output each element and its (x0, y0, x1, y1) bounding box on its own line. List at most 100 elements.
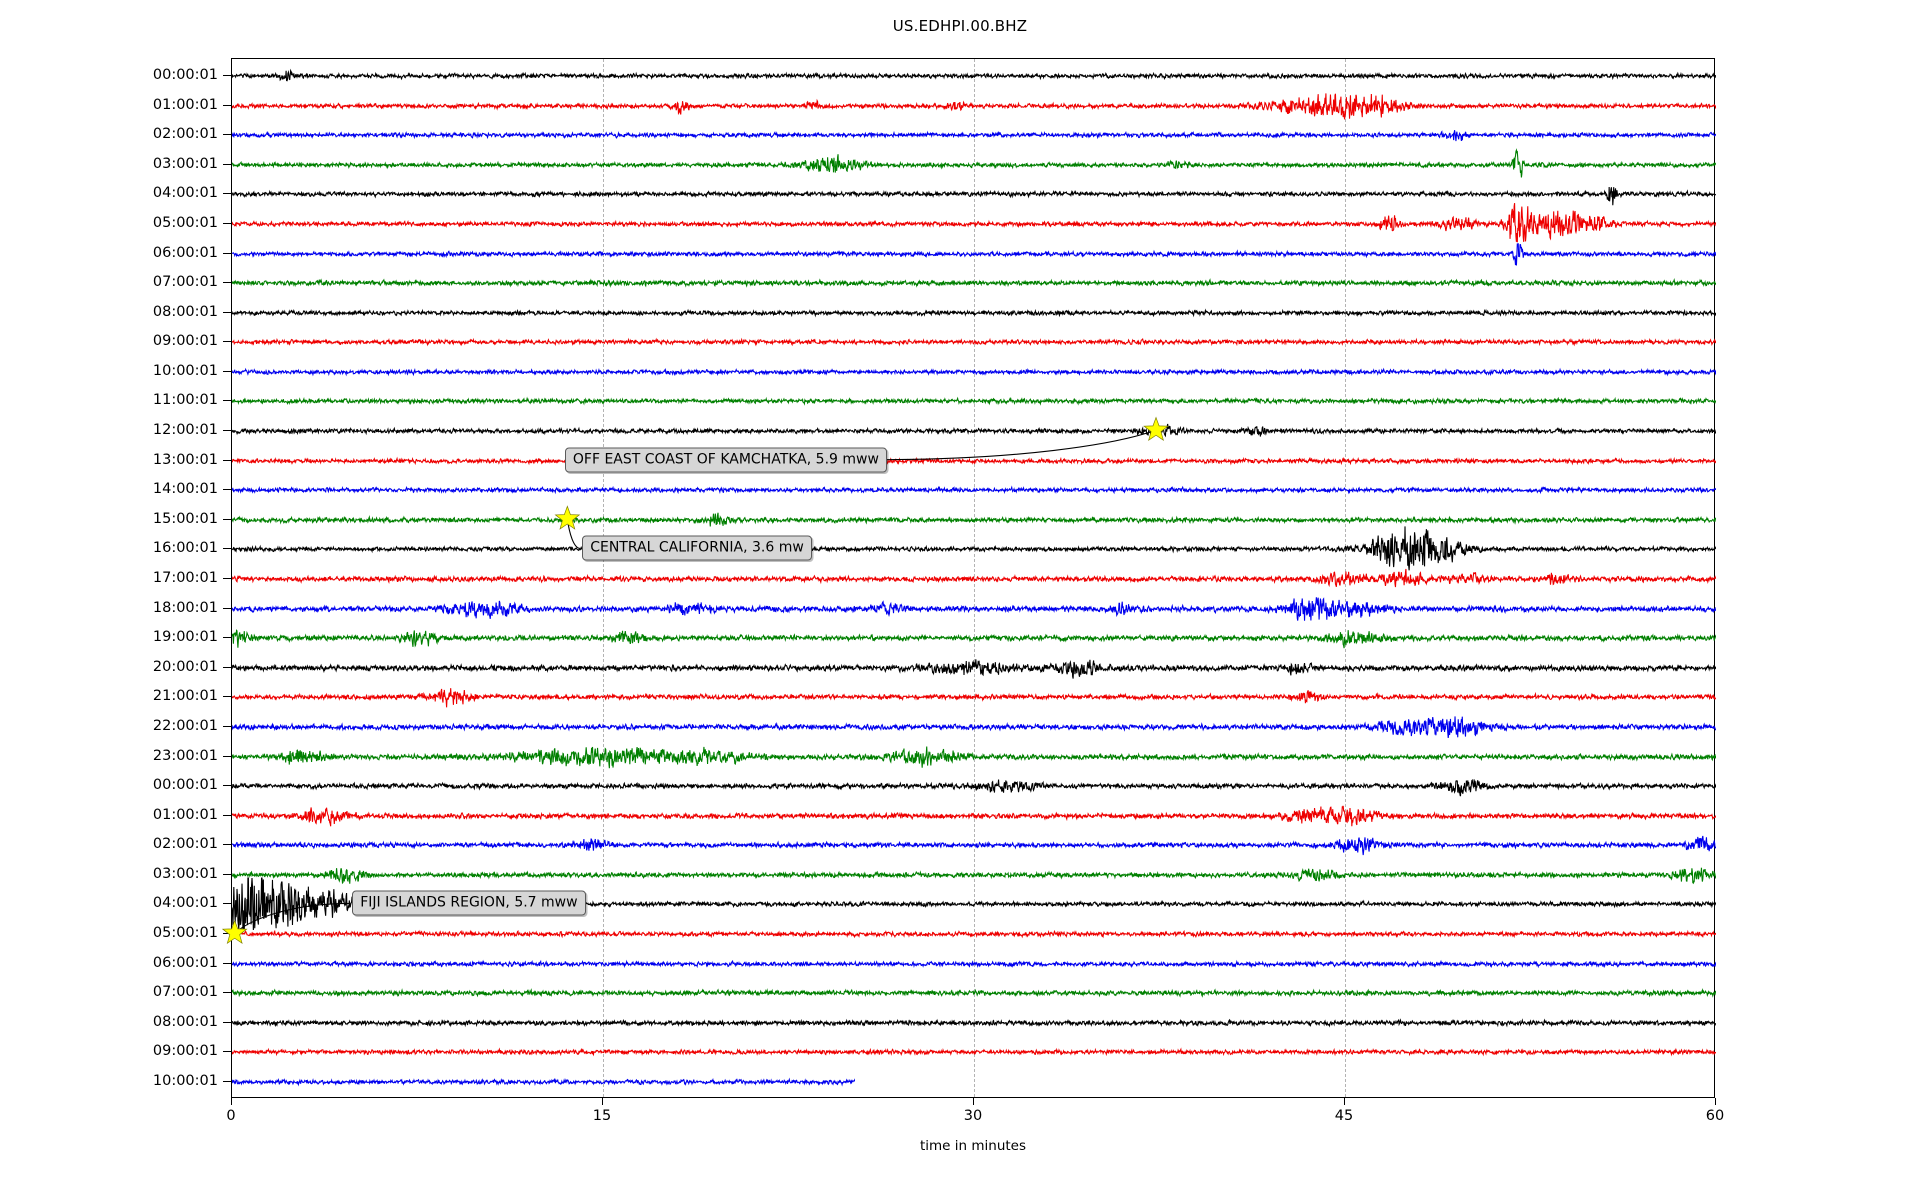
trace-path (232, 485, 1716, 495)
y-tick-mark (223, 992, 231, 994)
y-tick-mark (223, 696, 231, 698)
trace-path (232, 278, 1716, 288)
trace-path (232, 147, 1716, 178)
y-tick-mark (223, 933, 231, 935)
y-tick-mark (223, 755, 231, 757)
trace-path (232, 596, 1716, 621)
seismic-trace (232, 959, 1716, 969)
seismic-trace (232, 93, 1716, 120)
y-tick-mark (223, 252, 231, 254)
y-tick-label: 07:00:01 (152, 984, 218, 1001)
event-annotation: CENTRAL CALIFORNIA, 3.6 mw (582, 535, 812, 561)
y-tick-mark (223, 844, 231, 846)
y-tick-mark (223, 163, 231, 165)
seismic-trace (232, 485, 1716, 495)
seismic-trace (232, 596, 1716, 621)
seismic-trace (232, 202, 1716, 243)
x-tick-label: 60 (1705, 1108, 1725, 1124)
trace-path (232, 688, 1716, 708)
seismic-trace (232, 147, 1716, 178)
x-tick-mark (231, 1098, 232, 1105)
y-tick-label: 16:00:01 (152, 540, 218, 557)
seismic-trace (232, 988, 1716, 999)
trace-path (232, 779, 1716, 797)
y-tick-label: 10:00:01 (152, 1073, 218, 1089)
seismic-trace (232, 836, 1716, 856)
y-tick-label: 08:00:01 (152, 1013, 218, 1030)
seismic-trace (232, 658, 1716, 679)
y-tick-mark (223, 903, 231, 905)
trace-path (232, 1018, 1716, 1028)
trace-path (232, 68, 1716, 82)
trace-path (232, 512, 1716, 527)
y-tick-label: 02:00:01 (152, 126, 218, 143)
y-tick-label: 09:00:01 (152, 333, 218, 350)
y-tick-mark (223, 341, 231, 343)
seismic-trace (232, 454, 1716, 467)
y-tick-mark (223, 1021, 231, 1023)
x-tick-mark (973, 1098, 974, 1105)
y-tick-mark (223, 962, 231, 964)
y-tick-label: 17:00:01 (152, 570, 218, 586)
x-gridline (974, 59, 975, 1097)
y-tick-mark (223, 637, 231, 639)
seismic-trace (232, 367, 1716, 377)
seismic-trace (232, 1077, 856, 1087)
y-tick-mark (223, 725, 231, 727)
seismic-trace (232, 526, 1716, 571)
y-tick-label: 01:00:01 (152, 806, 218, 823)
seismic-trace (232, 130, 1716, 142)
plot-inner (232, 59, 1716, 1097)
y-tick-mark (223, 134, 231, 136)
trace-path (232, 1047, 1716, 1057)
y-tick-mark (223, 489, 231, 491)
y-tick-label: 12:00:01 (152, 422, 218, 439)
seismic-trace (232, 805, 1716, 827)
x-tick-label: 0 (226, 1108, 236, 1124)
y-tick-label: 07:00:01 (152, 274, 218, 291)
y-tick-label: 13:00:01 (152, 451, 218, 468)
y-tick-label: 05:00:01 (152, 925, 218, 942)
y-tick-label: 00:00:01 (152, 777, 218, 794)
y-tick-label: 20:00:01 (152, 658, 218, 675)
event-annotation: FIJI ISLANDS REGION, 5.7 mww (352, 890, 586, 916)
y-tick-mark (223, 193, 231, 195)
y-tick-label: 06:00:01 (152, 244, 218, 261)
event-annotation: OFF EAST COAST OF KAMCHATKA, 5.9 mww (564, 447, 887, 473)
y-tick-label: 19:00:01 (152, 629, 218, 646)
seismic-trace (232, 512, 1716, 527)
x-tick-label: 30 (963, 1108, 983, 1124)
trace-path (232, 988, 1716, 999)
trace-path (232, 187, 1716, 206)
trace-path (232, 130, 1716, 142)
trace-path (232, 836, 1716, 856)
seismic-trace (232, 1018, 1716, 1028)
y-tick-label: 01:00:01 (152, 96, 218, 113)
y-tick-label: 11:00:01 (152, 392, 218, 409)
x-tick-mark (1344, 1098, 1345, 1105)
seismic-trace (232, 68, 1716, 82)
y-tick-mark (223, 1081, 231, 1082)
trace-path (232, 454, 1716, 467)
y-tick-label: 15:00:01 (152, 510, 218, 527)
x-tick-label: 15 (592, 1108, 612, 1124)
trace-path (232, 337, 1716, 347)
x-tick-label: 45 (1334, 1108, 1354, 1124)
y-tick-mark (223, 607, 231, 609)
x-tick-mark (602, 1098, 603, 1105)
seismic-trace (232, 716, 1716, 738)
trace-path (232, 746, 1716, 768)
seismic-trace (232, 629, 1716, 649)
trace-path (232, 397, 1716, 407)
trace-path (232, 629, 1716, 649)
seismic-trace (232, 1047, 1716, 1057)
trace-path (232, 93, 1716, 120)
y-tick-label: 10:00:01 (152, 362, 218, 379)
y-tick-label: 05:00:01 (152, 214, 218, 231)
y-tick-mark (223, 814, 231, 816)
y-tick-mark (223, 518, 231, 520)
trace-path (232, 568, 1716, 588)
y-tick-label: 09:00:01 (152, 1043, 218, 1060)
y-tick-label: 02:00:01 (152, 836, 218, 853)
